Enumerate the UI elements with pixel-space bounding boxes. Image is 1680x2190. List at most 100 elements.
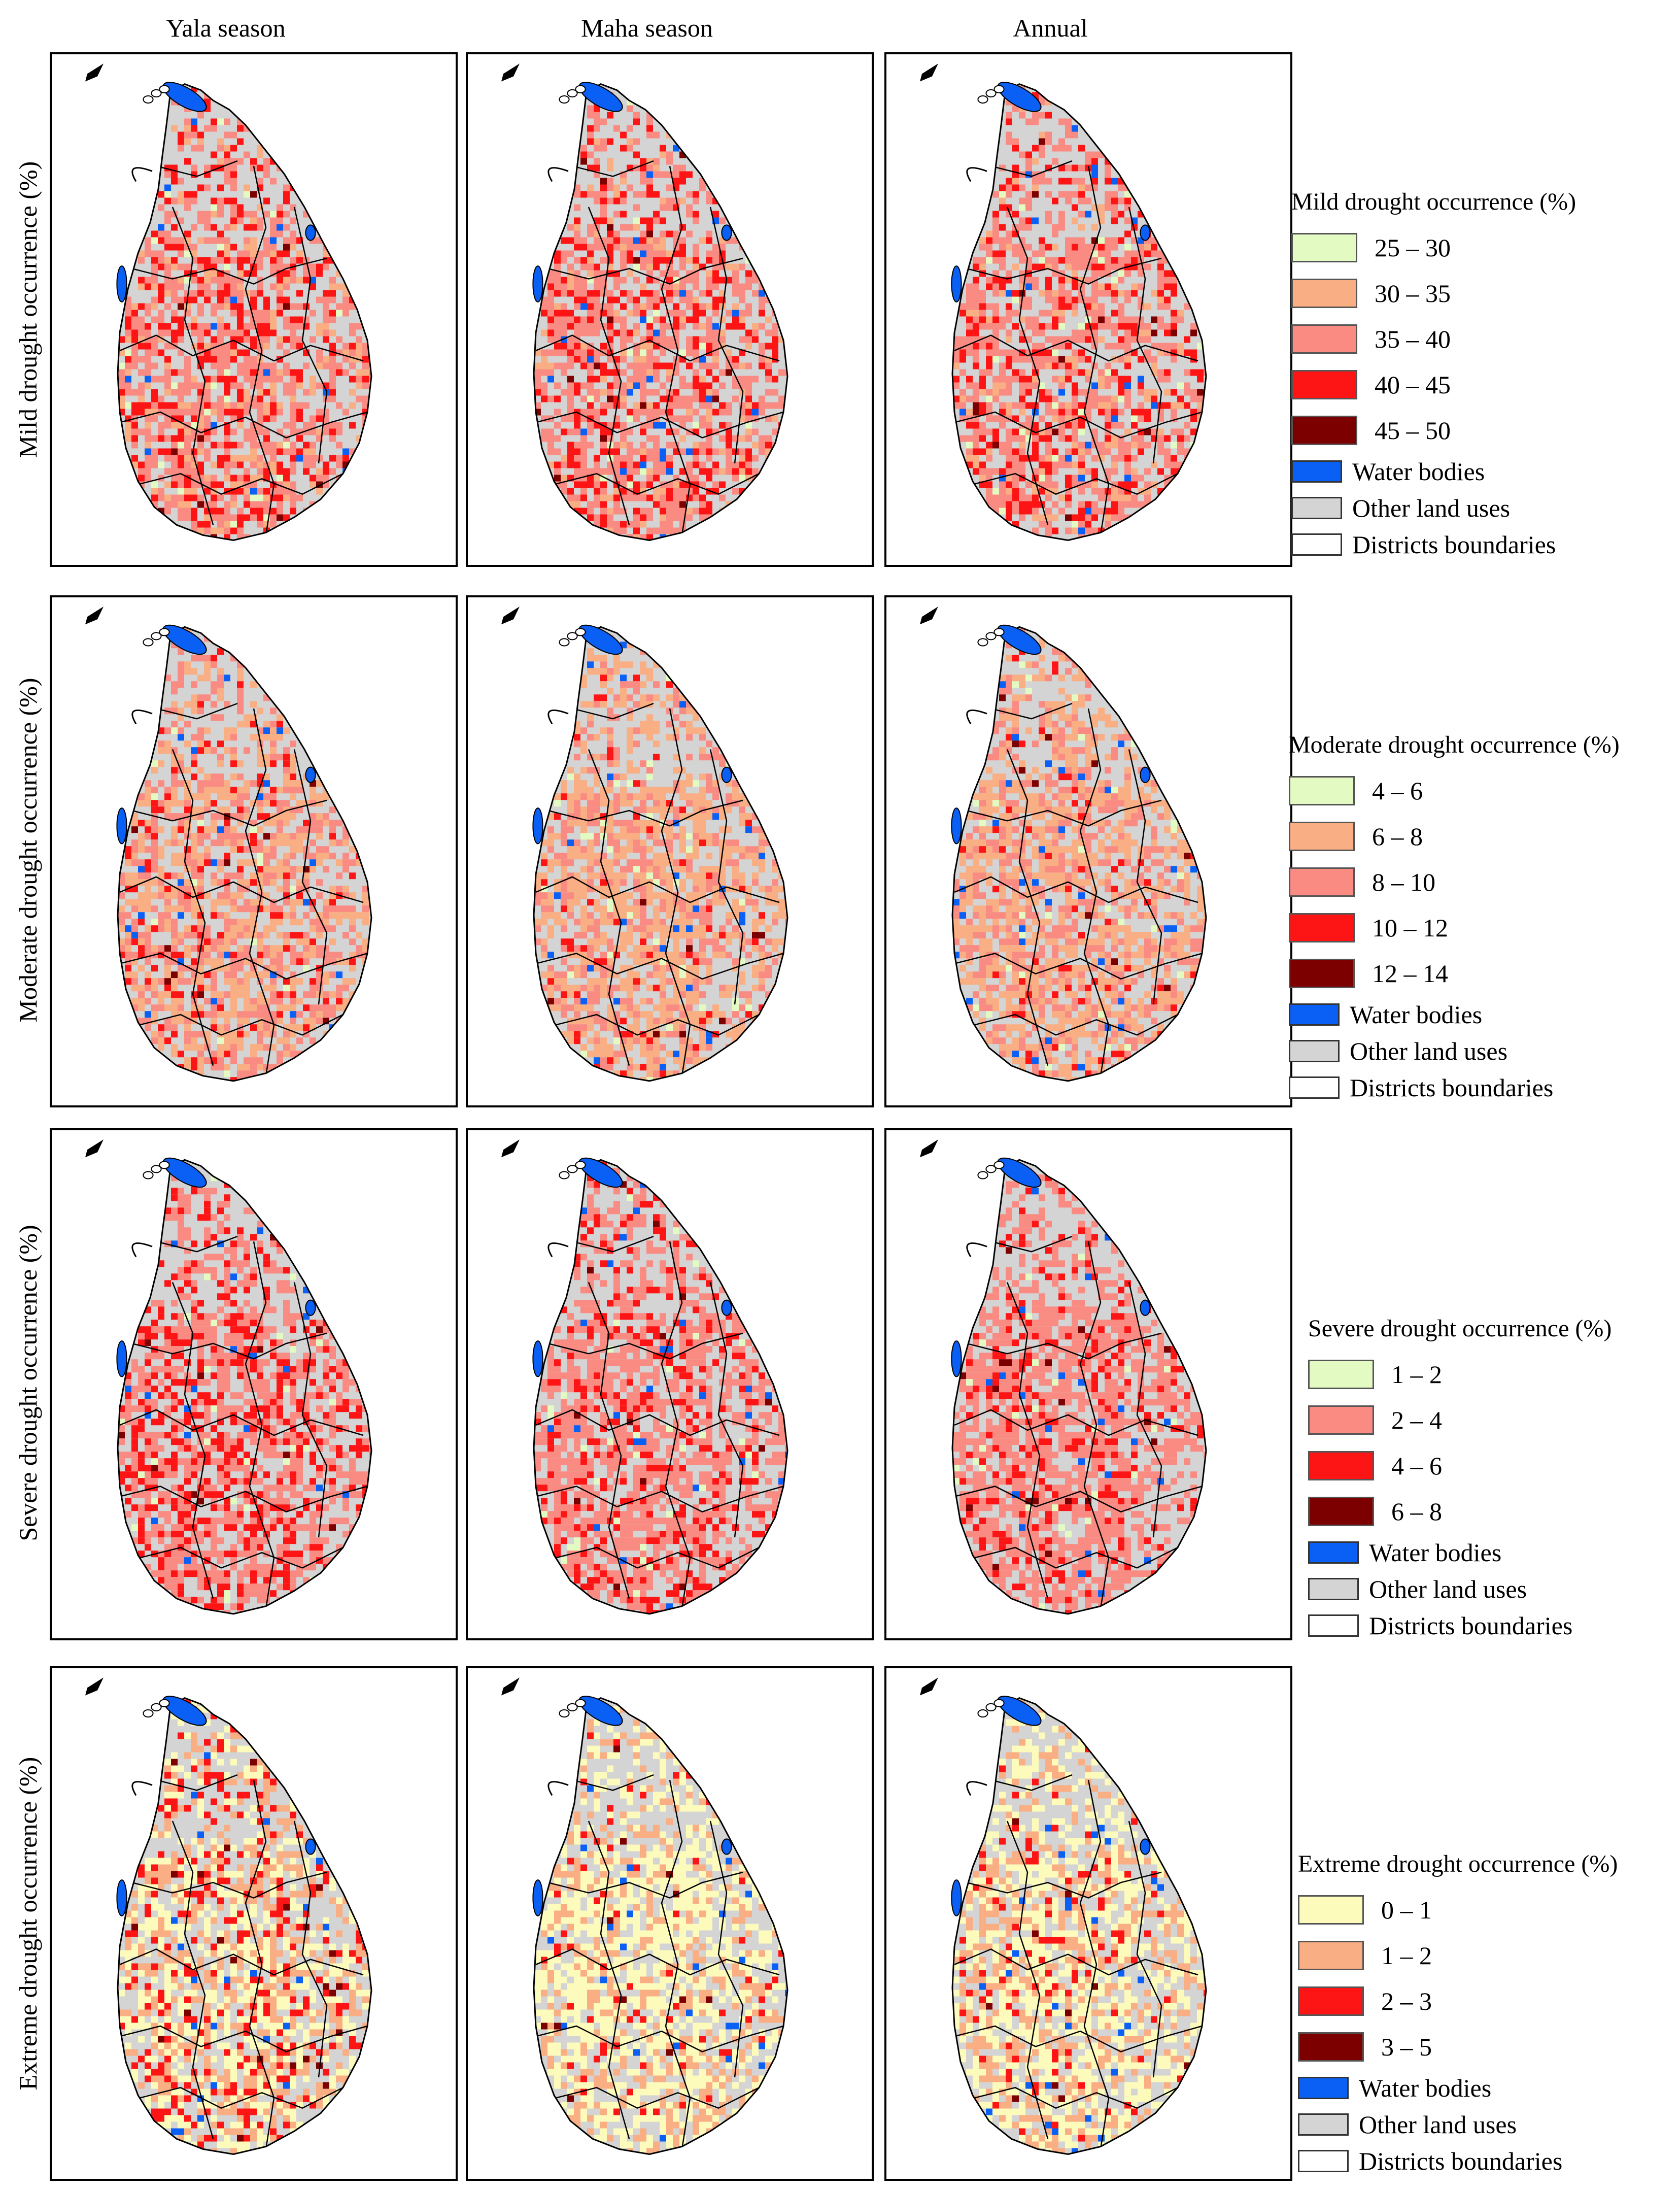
legend-swatch [1289,822,1355,851]
district-boundaries [954,702,1203,1076]
puttalam-lagoon [116,265,127,302]
mannar-island [131,1781,153,1796]
legend-fixed-item: Other land uses [1308,1571,1612,1607]
legend-label: Districts boundaries [1359,2147,1563,2175]
map-panel-1-3 [884,52,1292,567]
lagoon-water-body [162,624,207,655]
coastline [117,83,372,542]
small-island [143,638,154,647]
legend-swatch [1298,2150,1349,2172]
small-island [977,95,988,104]
drought-raster [953,1699,1206,2154]
small-island [559,1171,570,1180]
small-island [559,1709,570,1717]
mannar-island [966,710,987,725]
trinco-water-body [1140,1838,1151,1855]
mannar-island [547,1781,569,1796]
small-island [977,1171,988,1180]
small-island [977,1709,988,1717]
legend-class-item: 4 – 6 [1289,768,1620,814]
north-arrow-icon [85,1139,104,1158]
small-island [993,1161,1005,1169]
legend-swatch [1291,416,1357,445]
puttalam-lagoon [116,1340,127,1377]
coastline [117,626,372,1082]
legend-label: 2 – 4 [1391,1406,1442,1434]
district-boundaries [119,1235,368,1609]
legend-swatch [1291,533,1342,556]
legend-fixed-item: Districts boundaries [1291,526,1576,563]
legend-label: 6 – 8 [1372,822,1423,851]
legend-label: Water bodies [1359,2074,1492,2102]
legend-swatch [1291,324,1357,354]
legend-swatch [1308,1451,1374,1480]
small-island [143,1171,154,1180]
small-island [151,632,162,641]
legend-class-item: 2 – 3 [1298,1978,1618,2024]
legend-4: Extreme drought occurrence (%) 0 – 1 1 – 2… [1298,1850,1618,2179]
puttalam-lagoon [951,1340,962,1377]
puttalam-lagoon [951,265,962,302]
map-panel-4-2 [466,1666,874,2181]
legend-label: 25 – 30 [1375,233,1451,262]
small-island [559,95,570,104]
lagoon-water-body [578,1157,623,1188]
trinco-water-body [1140,1299,1151,1316]
legend-class-item: 40 – 45 [1291,362,1576,408]
district-boundaries [954,160,1203,535]
map-panel-3-3 [884,1128,1292,1640]
north-arrow-icon [920,63,938,82]
legend-class-item: 1 – 2 [1298,1933,1618,1978]
legend-swatch [1291,233,1357,262]
lagoon-water-body [578,82,623,112]
coastline [117,1697,372,2155]
column-title-1: Yala season [166,14,286,42]
row-title-4: Extreme drought occurrence (%) [14,1757,42,2091]
lagoon-water-body [162,1157,207,1188]
legend-class-item: 3 – 5 [1298,2024,1618,2070]
district-boundaries [535,1774,784,2149]
district-boundaries [954,1774,1203,2149]
legend-class-item: 6 – 8 [1289,814,1620,859]
mannar-island [547,710,569,725]
trinco-water-body [721,1838,732,1855]
legend-swatch [1308,1541,1359,1564]
legend-label: Water bodies [1369,1538,1502,1567]
legend-label: 0 – 1 [1381,1896,1432,1924]
legend-label: 2 – 3 [1381,1987,1432,2015]
legend-class-item: 6 – 8 [1308,1489,1612,1534]
legend-title: Mild drought occurrence (%) [1291,188,1576,215]
mannar-island [966,167,987,182]
small-island [985,1703,997,1711]
drought-raster [534,1161,787,1614]
map-panel-4-3 [884,1666,1292,2181]
trinco-water-body [1140,224,1151,241]
legend-class-item: 12 – 14 [1289,951,1620,996]
puttalam-lagoon [532,265,543,302]
trinco-water-body [305,224,316,241]
mannar-island [966,1242,987,1258]
north-arrow-icon [85,1677,104,1696]
district-boundaries [119,702,368,1076]
legend-label: 12 – 14 [1372,959,1448,988]
small-island [567,1165,578,1173]
district-boundaries [535,160,784,535]
north-arrow-icon [920,607,938,625]
small-island [159,628,170,636]
mannar-island [131,167,153,182]
puttalam-lagoon [116,1879,127,1916]
lagoon-water-body [997,82,1042,112]
legend-swatch [1298,1895,1364,1925]
mannar-island [131,1242,153,1258]
district-boundaries [119,1774,368,2149]
coastline [951,1159,1207,1615]
legend-1: Mild drought occurrence (%) 25 – 30 30 – 3… [1291,188,1576,563]
puttalam-lagoon [532,807,543,845]
legend-label: 8 – 10 [1372,868,1435,896]
legend-label: Water bodies [1352,457,1485,486]
legend-class-item: 45 – 50 [1291,408,1576,453]
small-island [985,1165,997,1173]
small-island [575,1161,586,1169]
